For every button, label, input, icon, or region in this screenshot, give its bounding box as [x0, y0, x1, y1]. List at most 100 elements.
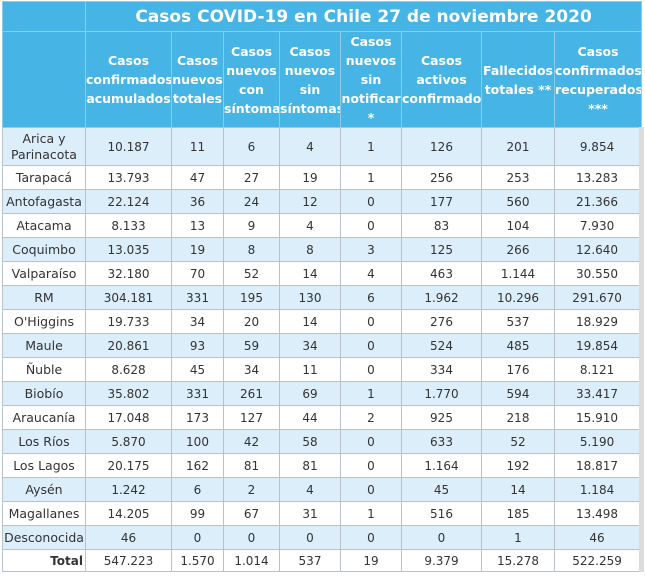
total-row: Total 547.223 1.570 1.014 537 19 9.379 1…: [2, 549, 645, 572]
data-cell: 195: [223, 285, 280, 310]
data-cell: 35.802: [85, 381, 172, 406]
data-cell: 126: [401, 127, 482, 166]
column-header: Casos nuevos sin notificar *: [340, 31, 402, 128]
region-name: Antofagasta: [2, 189, 86, 214]
data-cell: 485: [481, 333, 555, 358]
data-cell: 46: [553, 525, 645, 550]
data-cell: 99: [171, 501, 224, 526]
table-row: Ñuble 8.628 45 34 11 0 334 176 8.121: [2, 357, 645, 382]
data-cell: 0: [340, 357, 402, 382]
data-cell: 46: [85, 525, 172, 550]
data-cell: 304.181: [85, 285, 172, 310]
data-cell: 177: [401, 189, 482, 214]
data-cell: 7.930: [553, 213, 645, 238]
data-cell: 47: [171, 165, 224, 190]
data-cell: 6: [340, 285, 402, 310]
data-cell: 633: [401, 429, 482, 454]
table-row: O'Higgins 19.733 34 20 14 0 276 537 18.929: [2, 309, 645, 334]
total-cell: 522.259: [553, 549, 645, 572]
column-header: Casos nuevos totales: [171, 31, 224, 128]
data-cell: 13: [171, 213, 224, 238]
data-cell: 127: [223, 405, 280, 430]
data-cell: 291.670: [553, 285, 645, 310]
total-cell: 1.570: [171, 549, 224, 572]
data-cell: 1.144: [481, 261, 555, 286]
data-cell: 31: [279, 501, 341, 526]
data-cell: 1.184: [553, 477, 645, 502]
data-cell: 6: [171, 477, 224, 502]
data-cell: 8: [223, 237, 280, 262]
region-header-cell: [2, 31, 86, 128]
title-corner-cell: [2, 1, 86, 32]
table-row: Tarapacá 13.793 47 27 19 1 256 253 13.283: [2, 165, 645, 190]
data-cell: 13.793: [85, 165, 172, 190]
data-cell: 524: [401, 333, 482, 358]
column-header: Casos activos confirmados: [401, 31, 482, 128]
table-row: Desconocida 46 0 0 0 0 0 1 46: [2, 525, 645, 550]
total-cell: 15.278: [481, 549, 555, 572]
data-cell: 81: [279, 453, 341, 478]
data-cell: 14: [279, 261, 341, 286]
data-cell: 45: [401, 477, 482, 502]
data-cell: 18.929: [553, 309, 645, 334]
data-cell: 1.962: [401, 285, 482, 310]
data-cell: 173: [171, 405, 224, 430]
data-cell: 70: [171, 261, 224, 286]
data-cell: 331: [171, 381, 224, 406]
data-cell: 0: [171, 525, 224, 550]
data-cell: 0: [279, 525, 341, 550]
data-cell: 44: [279, 405, 341, 430]
data-cell: 1.242: [85, 477, 172, 502]
data-cell: 10.296: [481, 285, 555, 310]
data-cell: 266: [481, 237, 555, 262]
total-cell: 19: [340, 549, 402, 572]
table-row: Valparaíso 32.180 70 52 14 4 463 1.144 30.550: [2, 261, 645, 286]
data-cell: 21.366: [553, 189, 645, 214]
data-cell: 20: [223, 309, 280, 334]
data-cell: 45: [171, 357, 224, 382]
data-cell: 1: [340, 501, 402, 526]
data-cell: 12.640: [553, 237, 645, 262]
data-cell: 14.205: [85, 501, 172, 526]
data-cell: 1: [481, 525, 555, 550]
column-header: Casos nuevos con síntomas: [223, 31, 280, 128]
data-cell: 4: [340, 261, 402, 286]
region-name: Desconocida: [2, 525, 86, 550]
region-name: Aysén: [2, 477, 86, 502]
data-cell: 162: [171, 453, 224, 478]
table-row: Biobío 35.802 331 261 69 1 1.770 594 33.417: [2, 381, 645, 406]
data-cell: 42: [223, 429, 280, 454]
data-cell: 0: [223, 525, 280, 550]
data-cell: 100: [171, 429, 224, 454]
data-cell: 11: [171, 127, 224, 166]
data-cell: 32.180: [85, 261, 172, 286]
data-cell: 276: [401, 309, 482, 334]
data-cell: 83: [401, 213, 482, 238]
data-cell: 19.733: [85, 309, 172, 334]
data-cell: 5.190: [553, 429, 645, 454]
region-name: Los Lagos: [2, 453, 86, 478]
table-row: Arica y Parinacota 10.187 11 6 4 1 126 201 9.854: [2, 127, 645, 166]
data-cell: 4: [279, 127, 341, 166]
data-cell: 1.164: [401, 453, 482, 478]
data-cell: 218: [481, 405, 555, 430]
data-cell: 58: [279, 429, 341, 454]
data-cell: 13.035: [85, 237, 172, 262]
data-cell: 1: [340, 165, 402, 190]
data-cell: 33.417: [553, 381, 645, 406]
data-cell: 125: [401, 237, 482, 262]
table-row: Aysén 1.242 6 2 4 0 45 14 1.184: [2, 477, 645, 502]
data-cell: 20.861: [85, 333, 172, 358]
data-cell: 8.133: [85, 213, 172, 238]
data-cell: 463: [401, 261, 482, 286]
region-name: RM: [2, 285, 86, 310]
data-cell: 2: [223, 477, 280, 502]
column-header: Casos confirmados recuperados ***: [553, 31, 643, 128]
region-name: Coquimbo: [2, 237, 86, 262]
region-name: Magallanes: [2, 501, 86, 526]
table-row: Los Ríos 5.870 100 42 58 0 633 52 5.190: [2, 429, 645, 454]
data-cell: 0: [340, 453, 402, 478]
data-cell: 13.283: [553, 165, 645, 190]
data-cell: 19: [171, 237, 224, 262]
data-cell: 594: [481, 381, 555, 406]
